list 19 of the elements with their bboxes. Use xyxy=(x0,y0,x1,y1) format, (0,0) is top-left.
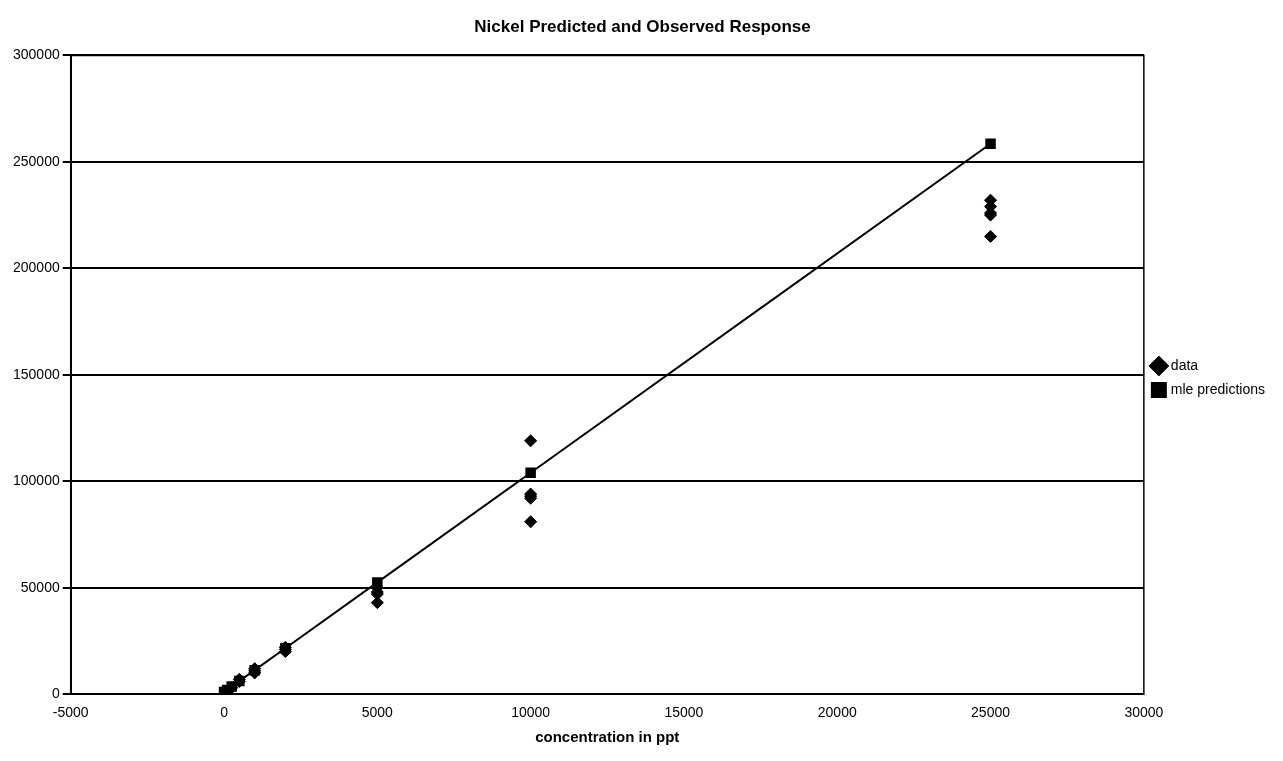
y-tick-label: 250000 xyxy=(13,152,60,169)
x-tick-label: -5000 xyxy=(52,704,89,721)
x-tick-label: 0 xyxy=(220,704,229,721)
x-tick-label: 15000 xyxy=(664,704,704,721)
x-tick-label: 20000 xyxy=(817,704,857,721)
x-tick-label: 25000 xyxy=(971,704,1011,721)
y-tick-label: 0 xyxy=(51,685,60,702)
chart-title: Nickel Predicted and Observed Response xyxy=(474,16,811,36)
y-tick-label: 300000 xyxy=(13,46,60,63)
y-tick-label: 200000 xyxy=(13,259,60,276)
y-tick-label: 50000 xyxy=(20,578,60,595)
y-tick-label: 150000 xyxy=(13,365,60,382)
legend-label: data xyxy=(1170,356,1199,373)
y-tick-label: 100000 xyxy=(13,472,60,489)
legend-label: mle predictions xyxy=(1170,380,1265,397)
x-tick-label: 30000 xyxy=(1124,704,1164,721)
x-tick-label: 10000 xyxy=(511,704,551,721)
x-axis-title: concentration in ppt xyxy=(535,728,680,746)
x-tick-label: 5000 xyxy=(361,704,394,721)
